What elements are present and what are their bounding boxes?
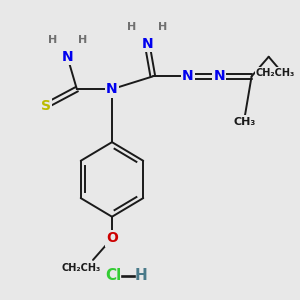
Text: H: H <box>135 268 148 283</box>
Text: N: N <box>182 69 194 83</box>
Text: N: N <box>214 69 225 83</box>
Text: O: O <box>106 231 118 245</box>
Text: Cl: Cl <box>105 268 121 283</box>
Text: H: H <box>158 22 167 32</box>
Text: H: H <box>47 35 57 45</box>
Text: N: N <box>141 37 153 51</box>
Text: CH₂CH₃: CH₂CH₃ <box>256 68 295 78</box>
Text: CH₃: CH₃ <box>234 116 256 127</box>
Text: H: H <box>78 35 87 45</box>
Text: S: S <box>40 99 50 113</box>
Text: N: N <box>106 82 118 96</box>
Text: H: H <box>127 22 136 32</box>
Text: N: N <box>61 50 73 64</box>
Text: CH₂CH₃: CH₂CH₃ <box>62 263 101 273</box>
